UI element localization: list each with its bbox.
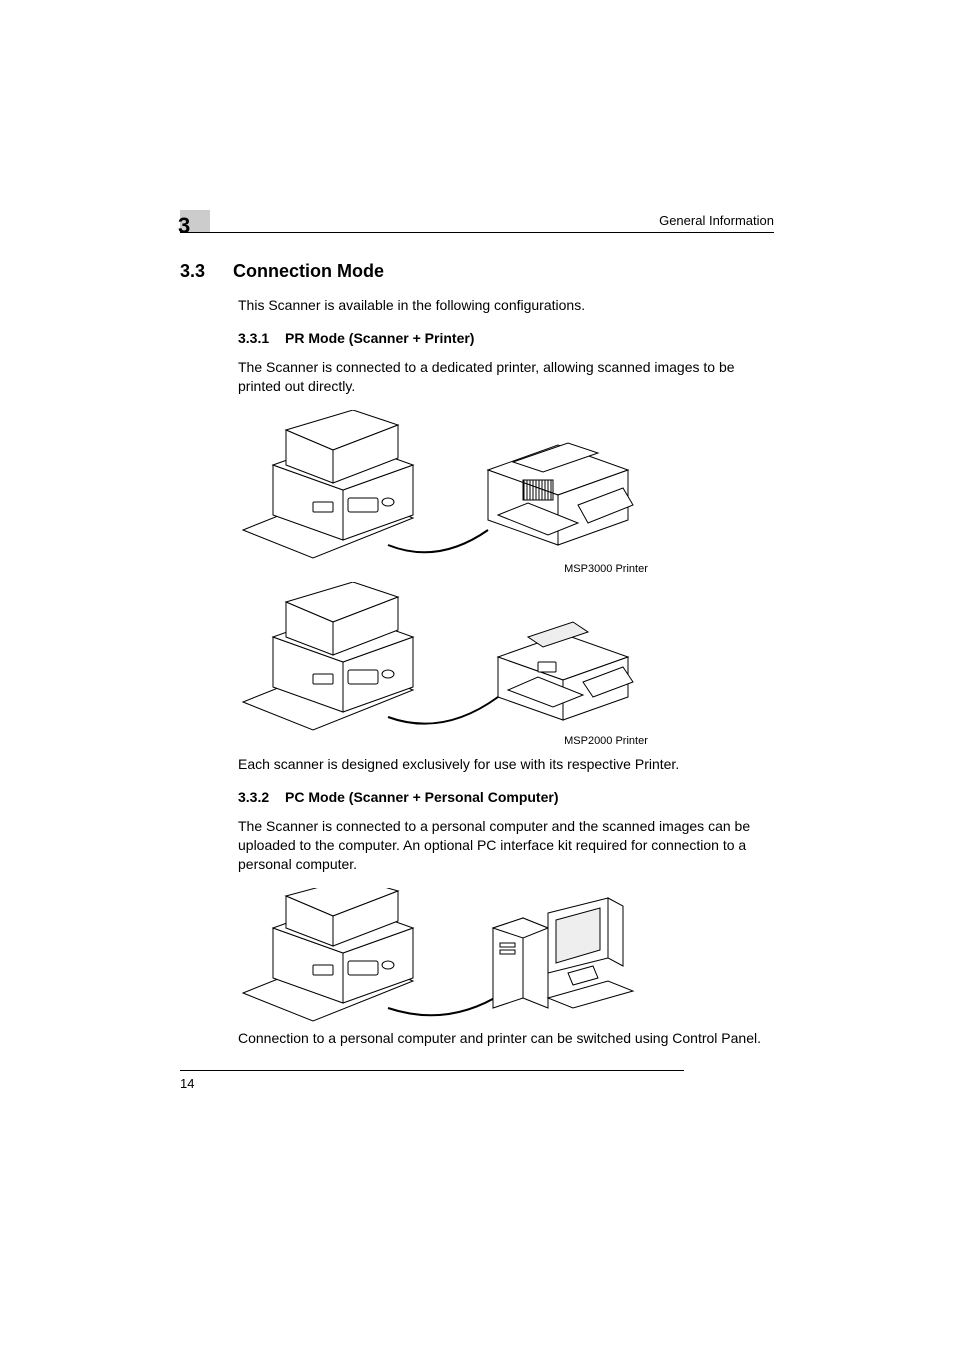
page-number: 14 [180, 1076, 194, 1091]
header-label: General Information [659, 213, 774, 232]
page-header: 3 General Information [180, 210, 774, 233]
subsection-2-number: 3.3.2 [238, 788, 269, 807]
figure-2-caption: MSP2000 Printer [438, 734, 774, 749]
section-intro: This Scanner is available in the followi… [238, 296, 774, 315]
subsection-2-note: Connection to a personal computer and pr… [238, 1029, 774, 1048]
figure-scanner-msp2000: MSP2000 Printer [238, 582, 774, 749]
chapter-number-box: 3 [180, 210, 210, 232]
section-number: 3.3 [180, 261, 205, 282]
subsection-1-body: The Scanner is connected to a dedicated … [238, 358, 774, 396]
page-footer: 14 [180, 1070, 684, 1091]
subsection-2-title: PC Mode (Scanner + Personal Computer) [285, 789, 558, 805]
subsection-1-note: Each scanner is designed exclusively for… [238, 755, 774, 774]
subsection-2-heading: 3.3.2 PC Mode (Scanner + Personal Comput… [238, 788, 774, 807]
chapter-number: 3 [178, 213, 190, 239]
subsection-1-number: 3.3.1 [238, 329, 269, 348]
subsection-1-title: PR Mode (Scanner + Printer) [285, 330, 474, 346]
subsection-1-heading: 3.3.1 PR Mode (Scanner + Printer) [238, 329, 774, 348]
figure-1-caption: MSP3000 Printer [438, 562, 774, 577]
figure-scanner-msp3000: MSP3000 Printer [238, 410, 774, 577]
section-title: Connection Mode [233, 261, 384, 282]
section-heading: 3.3 Connection Mode [180, 261, 774, 282]
figure-scanner-pc [238, 888, 774, 1023]
subsection-2-body: The Scanner is connected to a personal c… [238, 817, 774, 874]
